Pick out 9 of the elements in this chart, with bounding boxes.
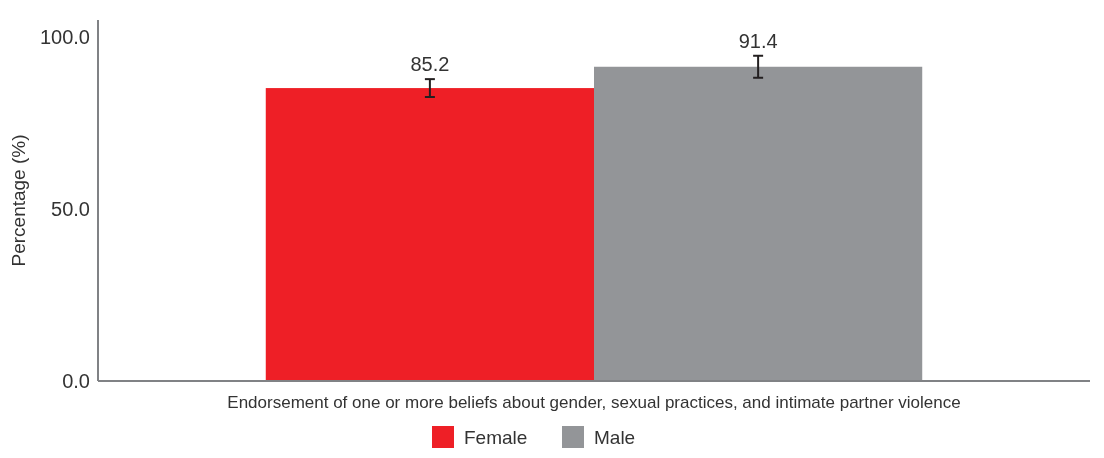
legend-label: Male [594, 426, 636, 448]
legend-label: Female [464, 426, 528, 448]
x-tick-label: Endorsement of one or more beliefs about gender, sexual practices, and intimate partner violence [227, 393, 961, 412]
y-axis-title: Percentage (%) [8, 134, 29, 267]
y-tick-label: 100.0 [39, 26, 90, 49]
y-tick-label: 0.0 [62, 370, 90, 392]
y-tick-label: 50.0 [51, 198, 90, 221]
data-label: 91.4 [738, 29, 778, 52]
data-label: 85.2 [410, 53, 450, 76]
